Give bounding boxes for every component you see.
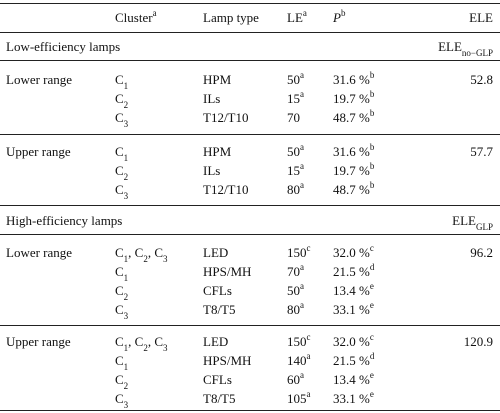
group-rule (0, 325, 500, 326)
le-cell: 70a (287, 261, 304, 279)
le-cell: 80a (287, 179, 304, 197)
cluster-cell: C2 (115, 91, 129, 110)
ele-value: 96.2 (470, 245, 493, 260)
le-cell: 150c (287, 331, 311, 349)
p-cell: 33.1 %e (333, 299, 374, 317)
cluster-cell: C3 (115, 302, 129, 321)
ele-value: 57.7 (470, 144, 493, 159)
p-cell: 19.7 %b (333, 160, 375, 178)
le-cell: 60a (287, 369, 304, 387)
table-bottom-rule (0, 410, 500, 411)
section-ele-label: ELEno−GLP (438, 39, 493, 58)
lamp-cell: ILs (203, 163, 221, 178)
le-cell: 50a (287, 280, 304, 298)
lamp-cell: HPM (203, 72, 232, 87)
ele-value: 120.9 (463, 334, 493, 349)
cluster-cell-all: C1, C2, C3 (115, 334, 168, 353)
cluster-cell: C3 (115, 110, 129, 129)
range-label: Lower range (6, 72, 73, 87)
cluster-cell: C1 (115, 144, 129, 163)
lamp-cell: HPS/MH (203, 264, 252, 279)
group-rule (0, 134, 500, 135)
header-le: LEa (287, 7, 307, 25)
ele-value: 52.8 (470, 72, 493, 87)
header-cluster: Clustera (115, 7, 157, 25)
lamp-cell: T8/T5 (203, 391, 236, 406)
le-cell: 140a (287, 350, 311, 368)
p-cell: 13.4 %e (333, 369, 374, 387)
lamp-cell: T12/T10 (203, 182, 249, 197)
header-ele: ELE (469, 10, 493, 25)
cluster-cell: C2 (115, 163, 129, 182)
lamp-cell: ILs (203, 91, 221, 106)
le-cell: 15a (287, 88, 304, 106)
cluster-cell: C3 (115, 182, 129, 201)
lamp-cell: T8/T5 (203, 302, 236, 317)
cluster-cell: C2 (115, 372, 129, 391)
lamp-cell: CFLs (203, 372, 232, 387)
p-cell: 21.5 %d (333, 261, 375, 279)
cluster-cell: C3 (115, 391, 129, 410)
header-lamp-type: Lamp type (203, 10, 259, 25)
lamp-cell: LED (203, 245, 229, 260)
lamp-cell: HPS/MH (203, 353, 252, 368)
lamp-cell: T12/T10 (203, 110, 249, 125)
header-p: Pb (333, 7, 346, 25)
p-cell: 13.4 %e (333, 280, 374, 298)
table-top-rule (0, 3, 500, 4)
cluster-cell: C1 (115, 353, 129, 372)
le-cell: 70 (287, 110, 300, 125)
cluster-cell: C1 (115, 72, 129, 91)
p-cell: 19.7 %b (333, 88, 375, 106)
section-divider-rule (0, 205, 500, 206)
section-ele-label: ELEGLP (452, 213, 493, 232)
le-cell: 15a (287, 160, 304, 178)
le-cell: 50a (287, 69, 304, 87)
cluster-cell-all: C1, C2, C3 (115, 245, 168, 264)
lamp-cell: HPM (203, 144, 232, 159)
range-label: Upper range (6, 144, 71, 159)
lamp-cell: LED (203, 334, 229, 349)
header-rule (0, 32, 500, 33)
section-title: High-efficiency lamps (6, 213, 123, 228)
section-title: Low-efficiency lamps (6, 39, 121, 54)
le-cell: 150c (287, 242, 311, 260)
lamp-cell: CFLs (203, 283, 232, 298)
cluster-cell: C2 (115, 283, 129, 302)
section-rule (0, 234, 500, 235)
p-cell: 33.1 %e (333, 388, 374, 406)
cluster-cell: C1 (115, 264, 129, 283)
p-cell: 48.7 %b (333, 179, 375, 197)
range-label: Lower range (6, 245, 73, 260)
section-rule (0, 60, 500, 61)
le-cell: 50a (287, 141, 304, 159)
p-cell: 31.6 %b (333, 141, 375, 159)
p-cell: 31.6 %b (333, 69, 375, 87)
le-cell: 105a (287, 388, 311, 406)
p-cell: 48.7 %b (333, 107, 375, 125)
range-label: Upper range (6, 334, 71, 349)
p-cell: 21.5 %d (333, 350, 375, 368)
le-cell: 80a (287, 299, 304, 317)
p-cell: 32.0 %c (333, 331, 374, 349)
p-cell: 32.0 %c (333, 242, 374, 260)
